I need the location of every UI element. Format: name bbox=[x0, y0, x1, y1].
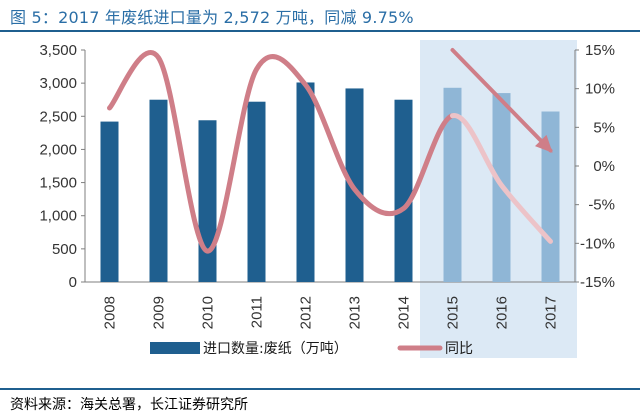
legend-swatch-volume bbox=[150, 342, 200, 354]
yoy-line-faded bbox=[450, 113, 553, 244]
right-tick-label: -15% bbox=[580, 274, 615, 291]
trend-arrowhead-0 bbox=[535, 134, 553, 153]
left-tick-label: 3,000 bbox=[39, 75, 77, 92]
bar-2011 bbox=[247, 101, 266, 283]
bar-2014 bbox=[394, 99, 413, 282]
bar-2017 bbox=[541, 111, 560, 282]
right-tick-label: -5% bbox=[588, 197, 615, 214]
x-tick-label: 2012 bbox=[298, 296, 315, 329]
bar-2009 bbox=[149, 99, 168, 282]
left-tick-label: 500 bbox=[52, 241, 77, 258]
source-rule bbox=[0, 388, 640, 390]
left-tick-label: 1,000 bbox=[39, 208, 77, 225]
legend-label-volume: 进口数量:废纸（万吨） bbox=[203, 341, 348, 357]
left-tick-label: 3,500 bbox=[39, 42, 77, 59]
figure-title: 图 5：2017 年废纸进口量为 2,572 万吨，同减 9.75% bbox=[10, 8, 414, 27]
left-tick-label: 1,500 bbox=[39, 175, 77, 192]
right-tick-label: -10% bbox=[580, 235, 615, 252]
x-tick-label: 2015 bbox=[445, 296, 462, 329]
left-tick-label: 2,000 bbox=[39, 141, 77, 158]
x-tick-label: 2008 bbox=[102, 296, 119, 329]
bar-2015 bbox=[443, 87, 462, 282]
bar-2010 bbox=[198, 120, 217, 283]
legend-label-yoy: 同比 bbox=[445, 341, 473, 357]
left-tick-label: 0 bbox=[69, 274, 77, 291]
x-tick-label: 2009 bbox=[151, 296, 168, 329]
x-tick-label: 2011 bbox=[249, 296, 266, 328]
bar-2012 bbox=[296, 82, 315, 282]
right-tick-label: 0% bbox=[593, 158, 615, 175]
source-note: 资料来源：海关总署，长江证券研究所 bbox=[10, 397, 248, 413]
yoy-line bbox=[107, 50, 455, 254]
right-tick-label: 15% bbox=[585, 42, 615, 59]
x-tick-label: 2014 bbox=[396, 296, 413, 329]
left-tick-label: 2,500 bbox=[39, 108, 77, 125]
bar-2008 bbox=[100, 121, 119, 283]
title-rule bbox=[0, 30, 640, 32]
trend-arrow-0 bbox=[450, 48, 553, 153]
x-tick-label: 2016 bbox=[494, 296, 511, 329]
x-tick-label: 2017 bbox=[543, 296, 560, 329]
x-tick-label: 2010 bbox=[200, 296, 217, 329]
right-tick-label: 10% bbox=[585, 81, 615, 98]
right-tick-label: 5% bbox=[593, 119, 615, 136]
x-tick-label: 2013 bbox=[347, 296, 364, 329]
